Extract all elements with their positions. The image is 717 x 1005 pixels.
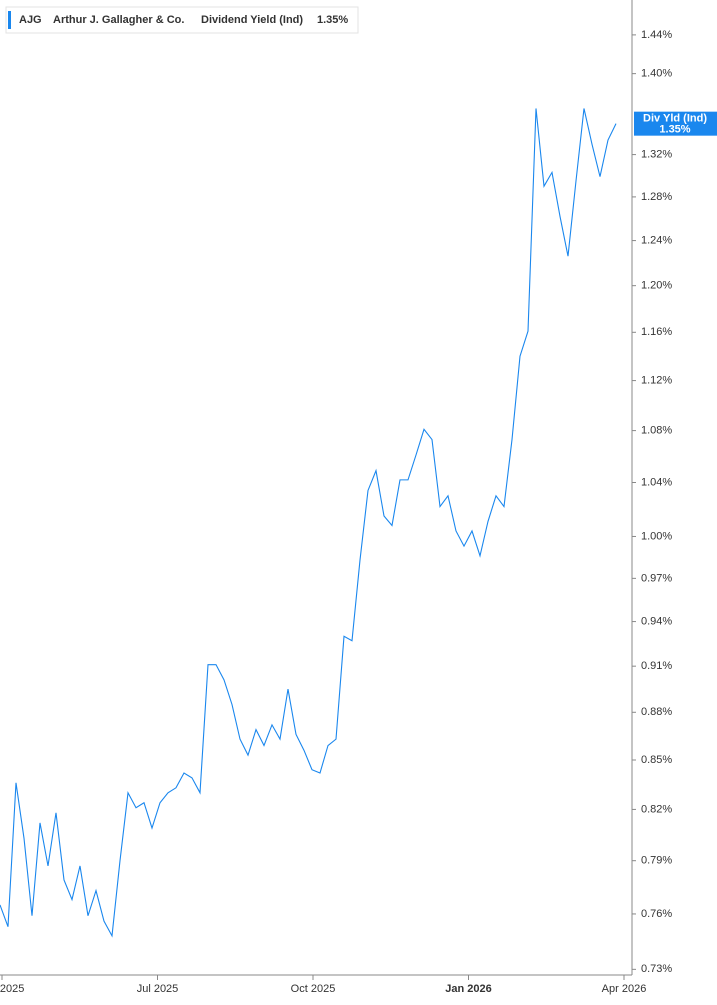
y-tick-label: 0.88% — [641, 706, 672, 718]
y-tick-label: 1.24% — [641, 234, 672, 246]
y-tick-label: 0.79% — [641, 855, 672, 867]
legend-metric: Dividend Yield (Ind) — [201, 14, 303, 26]
legend-swatch — [8, 11, 11, 29]
x-tick-label: Apr 2025 — [0, 983, 24, 995]
series-line — [0, 108, 617, 938]
legend-ticker: AJG — [19, 14, 42, 26]
y-tick-label: 0.76% — [641, 908, 672, 920]
y-tick-label: 0.82% — [641, 803, 672, 815]
y-tick-label: 1.08% — [641, 425, 672, 437]
tag-value: 1.35% — [659, 124, 690, 136]
value-tag — [634, 111, 717, 136]
y-tick-label: 1.40% — [641, 68, 672, 80]
y-tick-label: 1.04% — [641, 476, 672, 488]
y-tick-label: 1.44% — [641, 29, 672, 41]
x-tick-label: Apr 2026 — [602, 983, 647, 995]
y-tick-label: 0.97% — [641, 572, 672, 584]
legend-box — [5, 6, 359, 34]
y-tick-label: 0.91% — [641, 660, 672, 672]
x-tick-label: Oct 2025 — [291, 983, 336, 995]
y-tick-label: 0.94% — [641, 615, 672, 627]
legend-company: Arthur J. Gallagher & Co. — [53, 14, 184, 26]
x-tick-label: Jan 2026 — [445, 983, 491, 995]
y-tick-label: 1.32% — [641, 148, 672, 160]
y-tick-label: 1.00% — [641, 530, 672, 542]
y-tick-label: 1.20% — [641, 280, 672, 292]
y-tick-label: 1.12% — [641, 374, 672, 386]
y-tick-label: 1.16% — [641, 326, 672, 338]
y-tick-label: 0.73% — [641, 963, 672, 975]
x-tick-label: Jul 2025 — [137, 983, 179, 995]
y-tick-label: 1.28% — [641, 191, 672, 203]
legend-value: 1.35% — [317, 14, 348, 26]
tag-title: Div Yld (Ind) — [643, 113, 707, 125]
y-tick-label: 0.85% — [641, 754, 672, 766]
